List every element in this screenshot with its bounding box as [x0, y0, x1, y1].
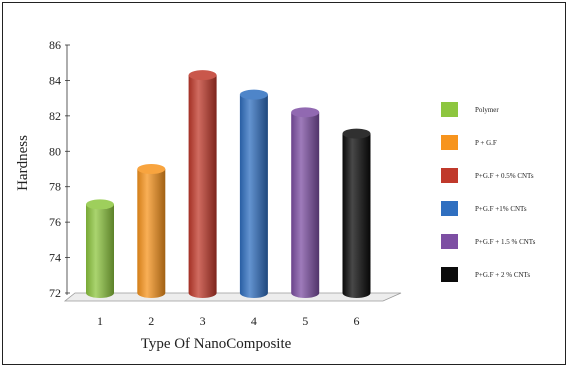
legend-label: P+G.F + 0.5% CNTs: [475, 172, 534, 180]
bar-top: [239, 89, 268, 100]
bar-top: [86, 199, 114, 210]
y-tick-label: 86: [49, 38, 61, 52]
y-tick-label: 80: [49, 144, 61, 158]
bar-top: [342, 128, 371, 139]
bar-body: [291, 112, 320, 298]
legend-label: Polymer: [475, 106, 499, 114]
y-tick-label: 82: [49, 109, 61, 123]
x-tick-label: 1: [97, 314, 103, 328]
legend-swatch: [441, 201, 458, 216]
bar-body: [86, 204, 114, 298]
bar-top: [137, 164, 166, 174]
bar-5: [291, 107, 320, 298]
x-axis-title: Type Of NanoComposite: [141, 336, 292, 352]
y-tick-label: 72: [49, 286, 61, 300]
bar-4: [239, 89, 268, 298]
legend-label: P+G.F + 2 % CNTs: [475, 271, 530, 279]
legend-item: P+G.F + 2 % CNTs: [441, 267, 530, 282]
legend-item: Polymer: [441, 102, 499, 117]
chart-frame: 72 74 76 78 80 82 84 86 1 2 3 4 5 6 Hardness Type Of…: [2, 2, 566, 365]
legend-item: P + G.F: [441, 135, 497, 150]
legend-item: P+G.F +1% CNTs: [441, 201, 527, 216]
bar-2: [137, 164, 166, 298]
legend-item: P+G.F + 1.5 % CNTs: [441, 234, 536, 249]
bar-body: [188, 75, 217, 298]
legend-swatch: [441, 135, 458, 150]
legend-label: P+G.F + 1.5 % CNTs: [475, 238, 536, 246]
hardness-bar-chart: 72 74 76 78 80 82 84 86 1 2 3 4 5 6 Hardness Type Of…: [15, 38, 536, 352]
x-tick-label: 3: [200, 314, 206, 328]
y-axis-title: Hardness: [15, 135, 31, 191]
x-tick-label: 4: [251, 314, 257, 328]
legend-label: P+G.F +1% CNTs: [475, 205, 527, 213]
x-tick-label: 2: [148, 314, 154, 328]
bar-1: [86, 199, 114, 298]
y-tick-label: 74: [49, 251, 61, 265]
y-tick-label: 76: [49, 215, 61, 229]
legend-swatch: [441, 102, 458, 117]
bar-body: [137, 169, 166, 298]
bar-6: [342, 128, 371, 298]
legend-item: P+G.F + 0.5% CNTs: [441, 168, 534, 183]
y-tick-label: 84: [49, 73, 61, 87]
bar-body: [239, 94, 268, 298]
legend-swatch: [441, 168, 458, 183]
y-tick-label: 78: [49, 180, 61, 194]
bar-3: [188, 70, 217, 298]
bar-top: [291, 107, 320, 118]
legend-swatch: [441, 234, 458, 249]
legend-swatch: [441, 267, 458, 282]
bar-body: [342, 133, 371, 298]
bar-top: [188, 70, 217, 81]
x-tick-label: 6: [354, 314, 360, 328]
legend-label: P + G.F: [475, 139, 497, 147]
x-tick-label: 5: [302, 314, 308, 328]
